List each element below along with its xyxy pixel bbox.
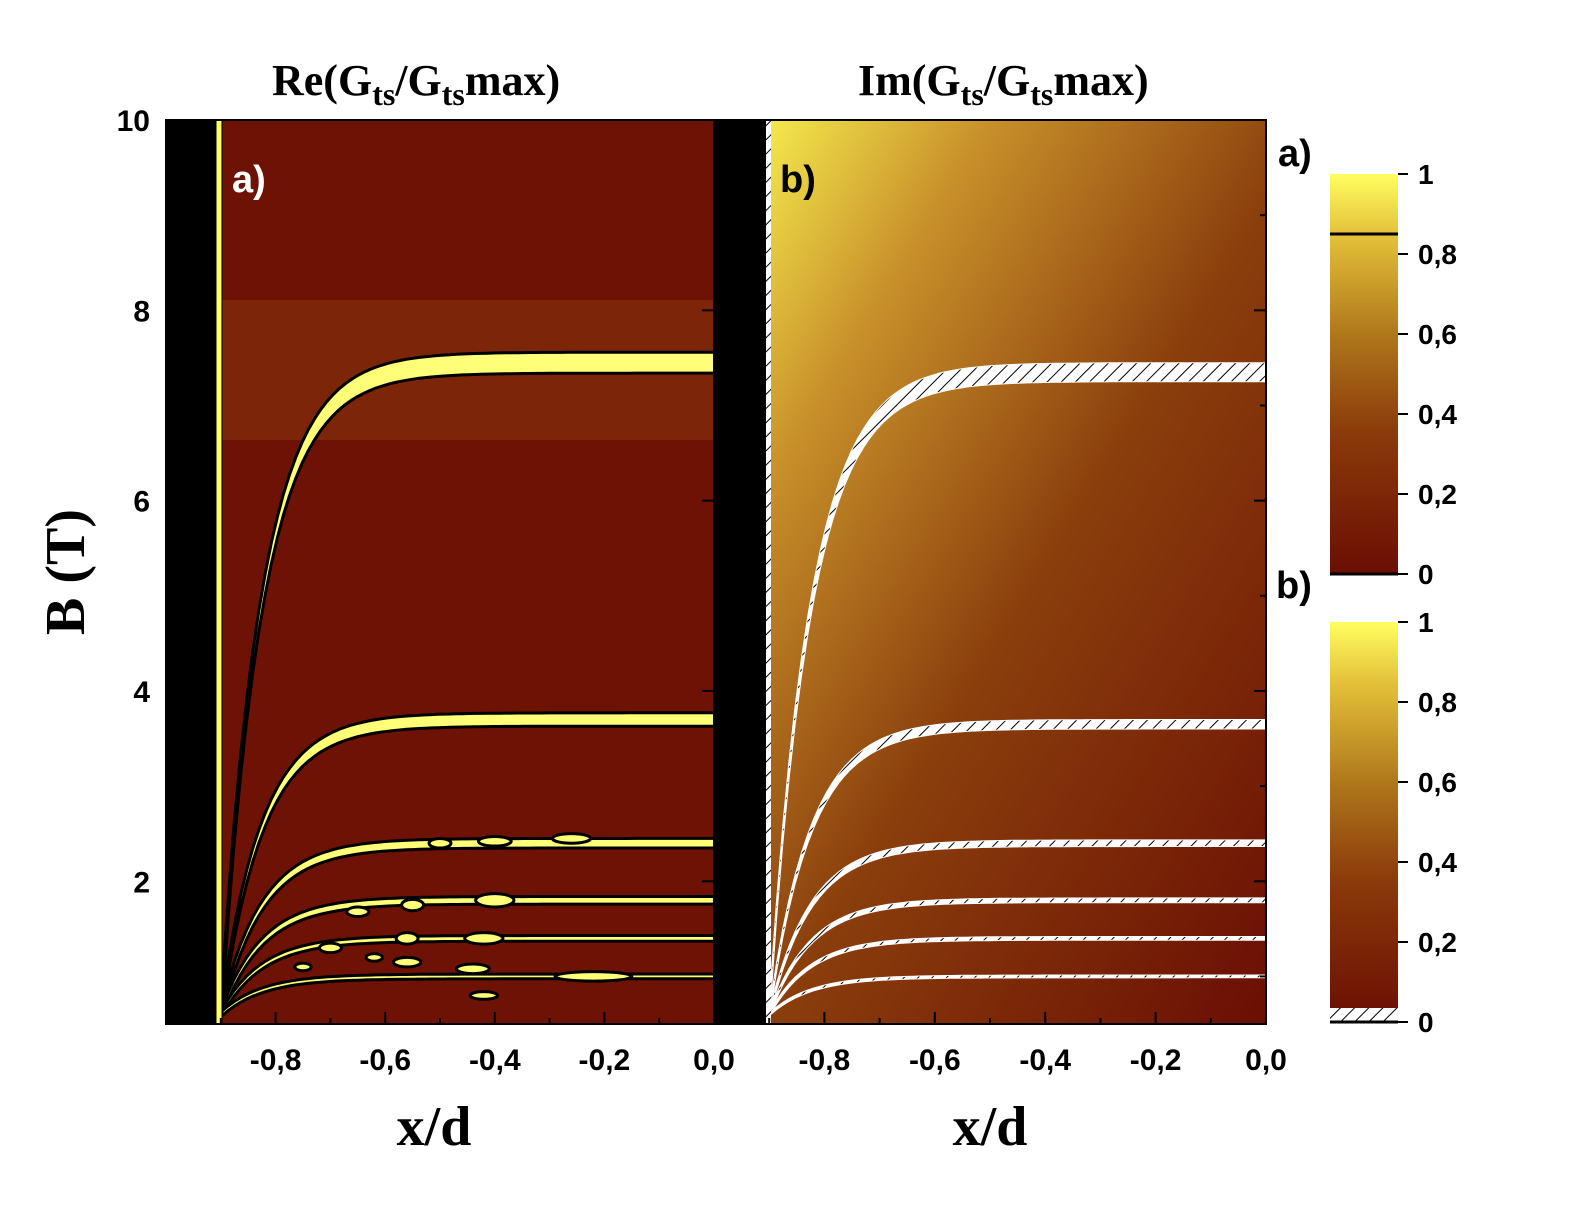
panel-b-background (714, 120, 1266, 1024)
contour-blob (293, 961, 313, 973)
x-tick-label: 0,0 (1245, 1044, 1287, 1077)
contour-blob (394, 931, 420, 946)
y-tick-label: 8 (133, 295, 150, 328)
x-tick-label: -0,2 (1130, 1044, 1182, 1077)
contour-band (220, 350, 714, 1008)
colorbar-tick-label: 0,4 (1418, 847, 1457, 878)
contour-blob (550, 832, 593, 845)
panel-a-excluded-region (166, 120, 216, 1024)
panel-a-bands (220, 350, 714, 1021)
x-axis-label-b: x/d (953, 1096, 1028, 1158)
x-axis-label-a: x/d (397, 1096, 472, 1158)
y-tick-label: 2 (133, 866, 150, 899)
contour-blob (454, 962, 491, 976)
colorbar-tick-label: 0 (1418, 1007, 1434, 1038)
panel-b-bands (769, 362, 1266, 1017)
x-tick-label: 0,0 (693, 1044, 735, 1077)
colorbar-a-gradient (1330, 174, 1398, 574)
panel-a-edge-line (215, 120, 223, 1024)
contour-blob (553, 970, 634, 983)
zero-contour-band (769, 936, 1266, 1017)
contour-blob (317, 941, 343, 955)
contour-blob (400, 897, 426, 913)
panel-a-label: a) (232, 159, 266, 201)
colorbar-b-label: b) (1276, 565, 1312, 607)
contour-band (220, 895, 714, 1016)
y-axis-label: B (T) (35, 509, 97, 635)
x-tick-label: -0,4 (1019, 1044, 1071, 1077)
colorbar-b: b) 1 0,8 0,6 0,4 0,2 0 (1276, 565, 1457, 1038)
colorbar-tick-label: 0,8 (1418, 687, 1457, 718)
zero-contour-band (769, 839, 1266, 1014)
contour-blob (476, 835, 513, 848)
colorbar-tick-label: 0,4 (1418, 399, 1457, 430)
contour-band (220, 711, 714, 1014)
colorbar-a-ticks: 1 0,8 0,6 0,4 0,2 0 (1398, 159, 1457, 590)
panel-b-label: b) (780, 159, 816, 201)
x-tick-label: -0,8 (799, 1044, 851, 1077)
colorbar-tick-label: 0,2 (1418, 927, 1457, 958)
y-tick-label: 10 (117, 105, 150, 138)
contour-band (220, 972, 714, 1020)
zero-contour-band (769, 897, 1266, 1015)
x-tick-label: -0,8 (250, 1044, 302, 1077)
x-tick-label: -0,6 (359, 1044, 411, 1077)
contour-blob (364, 952, 384, 963)
contour-band (220, 836, 714, 1016)
contour-blob (463, 931, 505, 946)
colorbar-tick-label: 1 (1418, 159, 1434, 190)
colorbar-b-hatch (1330, 1008, 1398, 1022)
contour-blob (427, 836, 453, 850)
x-tick-label: -0,4 (469, 1044, 521, 1077)
contour-blob (468, 990, 500, 1001)
colorbar-b-ticks: 1 0,8 0,6 0,4 0,2 0 (1398, 607, 1457, 1038)
panel-b-edge-line (766, 120, 771, 1024)
x-tick-label: -0,6 (909, 1044, 961, 1077)
panel-a-blobs (293, 832, 634, 1001)
colorbar-tick-label: 1 (1418, 607, 1434, 638)
y-tick-label: 4 (133, 676, 150, 709)
colorbar-tick-label: 0 (1418, 559, 1434, 590)
contour-band (220, 934, 714, 1021)
colorbar-a: a) 1 0,8 0,6 0,4 0,2 0 (1278, 133, 1457, 590)
colorbar-tick-label: 0,6 (1418, 767, 1457, 798)
panel-a (166, 120, 714, 1024)
panel-a-title: Re(Gts/Gtsmax) (272, 56, 560, 112)
colorbar-b-gradient (1330, 622, 1398, 1022)
axes: -0,8 -0,6 -0,4 -0,2 0,0 -0,8 -0,6 -0,4 -0,2 0,0 2 4… (117, 105, 1287, 1077)
colorbar-tick-label: 0,6 (1418, 319, 1457, 350)
x-tick-label: -0,2 (579, 1044, 631, 1077)
panel-a-background (166, 120, 714, 1024)
zero-contour-band (769, 362, 1266, 1008)
y-tick-label: 6 (133, 486, 150, 519)
zero-contour-band (769, 719, 1266, 1012)
contour-blob (391, 955, 423, 969)
colorbar-tick-label: 0,8 (1418, 239, 1457, 270)
contour-blob (474, 892, 516, 909)
panel-b-title: Im(Gts/Gtsmax) (858, 56, 1149, 112)
zero-contour-band (769, 974, 1266, 1016)
panel-b (714, 120, 1266, 1024)
colorbar-tick-label: 0,2 (1418, 479, 1457, 510)
contour-blob (345, 905, 371, 918)
colorbar-a-label: a) (1278, 133, 1312, 175)
panel-b-excluded-region (714, 120, 766, 1024)
